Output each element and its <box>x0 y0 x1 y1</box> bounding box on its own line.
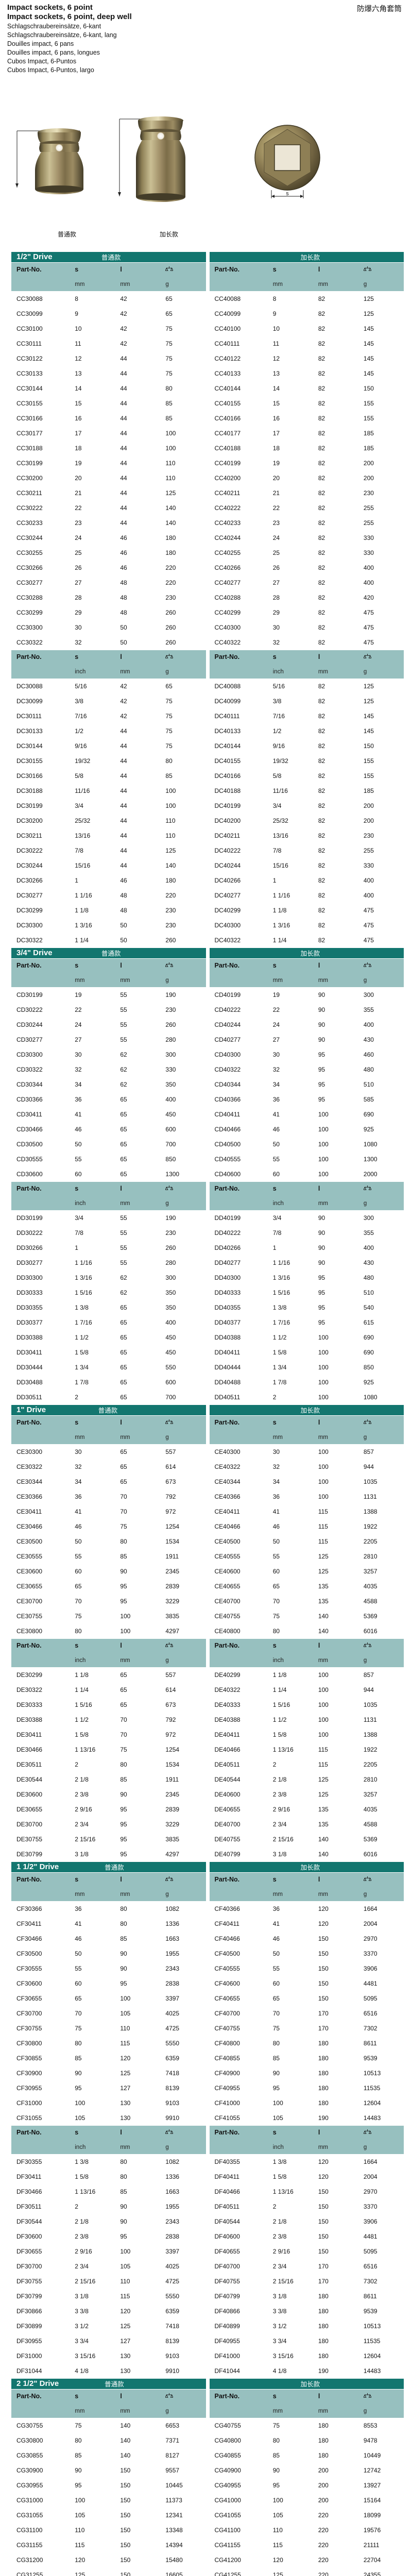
svg-text:s: s <box>286 191 289 197</box>
